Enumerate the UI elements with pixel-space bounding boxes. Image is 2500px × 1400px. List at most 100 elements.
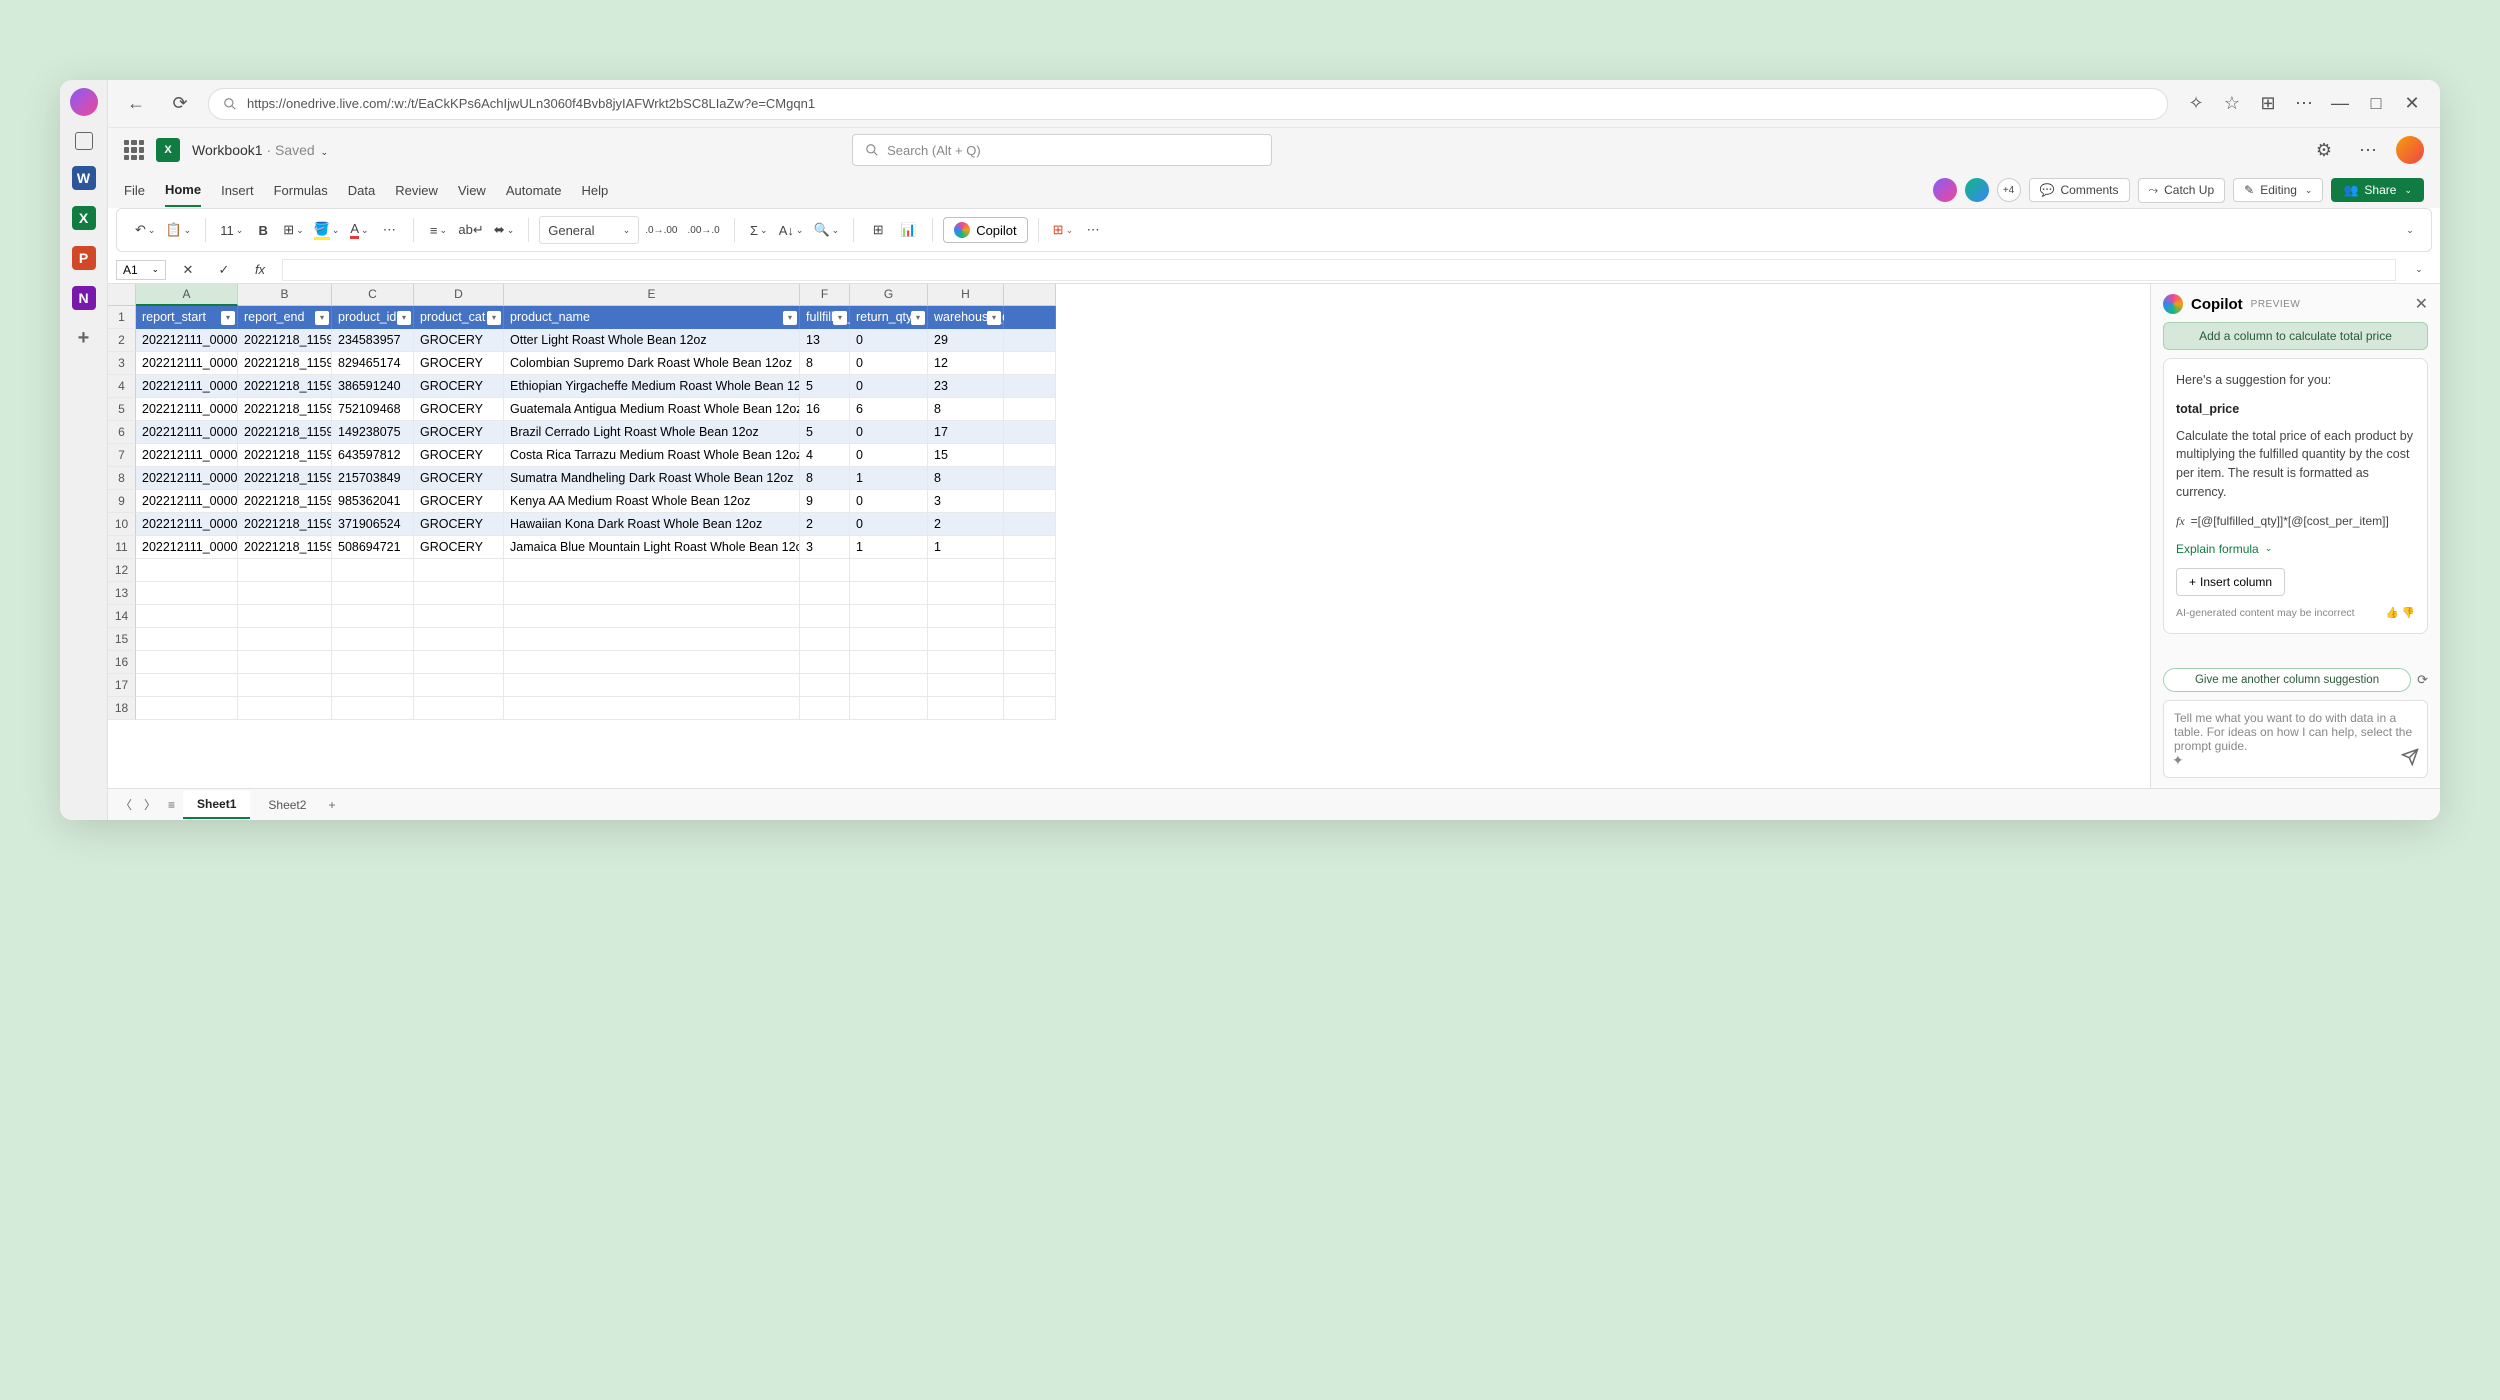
row-header[interactable]: 9 bbox=[108, 490, 136, 513]
select-all-corner[interactable] bbox=[108, 284, 136, 306]
cancel-formula-icon[interactable]: ✕ bbox=[174, 256, 202, 284]
data-cell[interactable] bbox=[1004, 421, 1056, 444]
empty-cell[interactable] bbox=[928, 628, 1004, 651]
col-header[interactable]: G bbox=[850, 284, 928, 306]
col-header[interactable]: B bbox=[238, 284, 332, 306]
maximize-icon[interactable]: □ bbox=[2360, 88, 2392, 120]
empty-cell[interactable] bbox=[1004, 674, 1056, 697]
undo-button[interactable]: ↶⌄ bbox=[131, 216, 159, 244]
row-header[interactable]: 2 bbox=[108, 329, 136, 352]
data-cell[interactable]: 5 bbox=[800, 375, 850, 398]
sort-filter-button[interactable]: A↓⌄ bbox=[775, 216, 808, 244]
empty-cell[interactable] bbox=[800, 605, 850, 628]
row-header[interactable]: 10 bbox=[108, 513, 136, 536]
wrap-text-button[interactable]: ab↵ bbox=[454, 216, 487, 244]
filter-icon[interactable]: ▾ bbox=[487, 311, 501, 325]
table-header[interactable]: product_name▾ bbox=[504, 306, 800, 329]
data-cell[interactable]: 20221218_1159 bbox=[238, 329, 332, 352]
more-icon[interactable]: ⋯ bbox=[2352, 134, 2384, 166]
data-cell[interactable]: Kenya AA Medium Roast Whole Bean 12oz bbox=[504, 490, 800, 513]
empty-cell[interactable] bbox=[332, 651, 414, 674]
data-cell[interactable]: 0 bbox=[850, 329, 928, 352]
data-cell[interactable]: GROCERY bbox=[414, 329, 504, 352]
data-cell[interactable]: 13 bbox=[800, 329, 850, 352]
empty-cell[interactable] bbox=[332, 697, 414, 720]
empty-cell[interactable] bbox=[850, 605, 928, 628]
collections-icon[interactable]: ⊞ bbox=[2252, 88, 2284, 120]
data-cell[interactable]: GROCERY bbox=[414, 352, 504, 375]
table-header[interactable]: fullfilled_qty▾ bbox=[800, 306, 850, 329]
presence-avatar[interactable] bbox=[1933, 178, 1957, 202]
doc-title[interactable]: Workbook1 · Saved ⌄ bbox=[192, 142, 328, 158]
row-header[interactable]: 4 bbox=[108, 375, 136, 398]
collections-icon[interactable] bbox=[75, 132, 93, 150]
data-cell[interactable]: 985362041 bbox=[332, 490, 414, 513]
data-cell[interactable] bbox=[1004, 536, 1056, 559]
data-cell[interactable]: 202212111_0000 bbox=[136, 444, 238, 467]
increase-decimal-button[interactable]: .00→.0 bbox=[683, 216, 723, 244]
paste-button[interactable]: 📋⌄ bbox=[161, 216, 195, 244]
data-cell[interactable]: Brazil Cerrado Light Roast Whole Bean 12… bbox=[504, 421, 800, 444]
empty-cell[interactable] bbox=[504, 559, 800, 582]
data-cell[interactable]: 202212111_0000 bbox=[136, 398, 238, 421]
tab-home[interactable]: Home bbox=[165, 174, 201, 207]
tab-data[interactable]: Data bbox=[348, 175, 375, 206]
row-header[interactable]: 5 bbox=[108, 398, 136, 421]
data-cell[interactable]: 202212111_0000 bbox=[136, 490, 238, 513]
empty-cell[interactable] bbox=[414, 651, 504, 674]
data-cell[interactable]: 20221218_1159 bbox=[238, 375, 332, 398]
filter-icon[interactable]: ▾ bbox=[987, 311, 1001, 325]
borders-button[interactable]: ⊞⌄ bbox=[279, 216, 307, 244]
data-cell[interactable] bbox=[1004, 398, 1056, 421]
suggestion-chip[interactable]: Add a column to calculate total price bbox=[2163, 322, 2428, 350]
insert-column-button[interactable]: + Insert column bbox=[2176, 568, 2285, 596]
table-header[interactable]: product_id▾ bbox=[332, 306, 414, 329]
data-cell[interactable]: GROCERY bbox=[414, 536, 504, 559]
row-header[interactable]: 12 bbox=[108, 559, 136, 582]
empty-cell[interactable] bbox=[414, 582, 504, 605]
empty-cell[interactable] bbox=[928, 559, 1004, 582]
data-cell[interactable]: 5 bbox=[800, 421, 850, 444]
data-cell[interactable] bbox=[1004, 513, 1056, 536]
empty-cell[interactable] bbox=[238, 559, 332, 582]
data-cell[interactable]: Ethiopian Yirgacheffe Medium Roast Whole… bbox=[504, 375, 800, 398]
empty-cell[interactable] bbox=[928, 605, 1004, 628]
excel-icon[interactable]: X bbox=[72, 206, 96, 230]
fx-icon[interactable]: fx bbox=[246, 256, 274, 284]
empty-cell[interactable] bbox=[414, 628, 504, 651]
data-cell[interactable]: 12 bbox=[928, 352, 1004, 375]
data-cell[interactable]: 0 bbox=[850, 421, 928, 444]
empty-cell[interactable] bbox=[238, 582, 332, 605]
empty-cell[interactable] bbox=[850, 582, 928, 605]
data-cell[interactable]: 1 bbox=[850, 467, 928, 490]
data-cell[interactable]: 3 bbox=[800, 536, 850, 559]
user-avatar[interactable] bbox=[2396, 136, 2424, 164]
find-button[interactable]: 🔍⌄ bbox=[809, 216, 843, 244]
empty-cell[interactable] bbox=[332, 582, 414, 605]
data-cell[interactable]: 202212111_0000 bbox=[136, 421, 238, 444]
align-button[interactable]: ≡⌄ bbox=[424, 216, 452, 244]
table-header[interactable] bbox=[1004, 306, 1056, 329]
data-cell[interactable]: 0 bbox=[850, 490, 928, 513]
row-header[interactable]: 11 bbox=[108, 536, 136, 559]
data-cell[interactable]: 0 bbox=[850, 444, 928, 467]
data-cell[interactable]: 202212111_0000 bbox=[136, 375, 238, 398]
tab-insert[interactable]: Insert bbox=[221, 175, 254, 206]
more-icon[interactable]: ⋯ bbox=[2288, 88, 2320, 120]
minimize-icon[interactable]: — bbox=[2324, 88, 2356, 120]
data-cell[interactable]: 202212111_0000 bbox=[136, 536, 238, 559]
autosum-button[interactable]: Σ⌄ bbox=[745, 216, 773, 244]
data-cell[interactable]: 17 bbox=[928, 421, 1004, 444]
font-color-button[interactable]: A⌄ bbox=[345, 216, 373, 244]
empty-cell[interactable] bbox=[504, 582, 800, 605]
copilot-button[interactable]: Copilot bbox=[943, 217, 1027, 243]
empty-cell[interactable] bbox=[800, 697, 850, 720]
sheet-next-icon[interactable]: 〉 bbox=[140, 796, 160, 813]
sheet-tab-1[interactable]: Sheet1 bbox=[183, 791, 250, 819]
share-button[interactable]: 👥 Share ⌄ bbox=[2331, 178, 2424, 202]
data-cell[interactable]: Hawaiian Kona Dark Roast Whole Bean 12oz bbox=[504, 513, 800, 536]
url-bar[interactable]: https://onedrive.live.com/:w:/t/EaCkKPs6… bbox=[208, 88, 2168, 120]
bold-button[interactable]: B bbox=[249, 216, 277, 244]
row-header[interactable]: 14 bbox=[108, 605, 136, 628]
app-launcher-icon[interactable] bbox=[124, 140, 144, 160]
